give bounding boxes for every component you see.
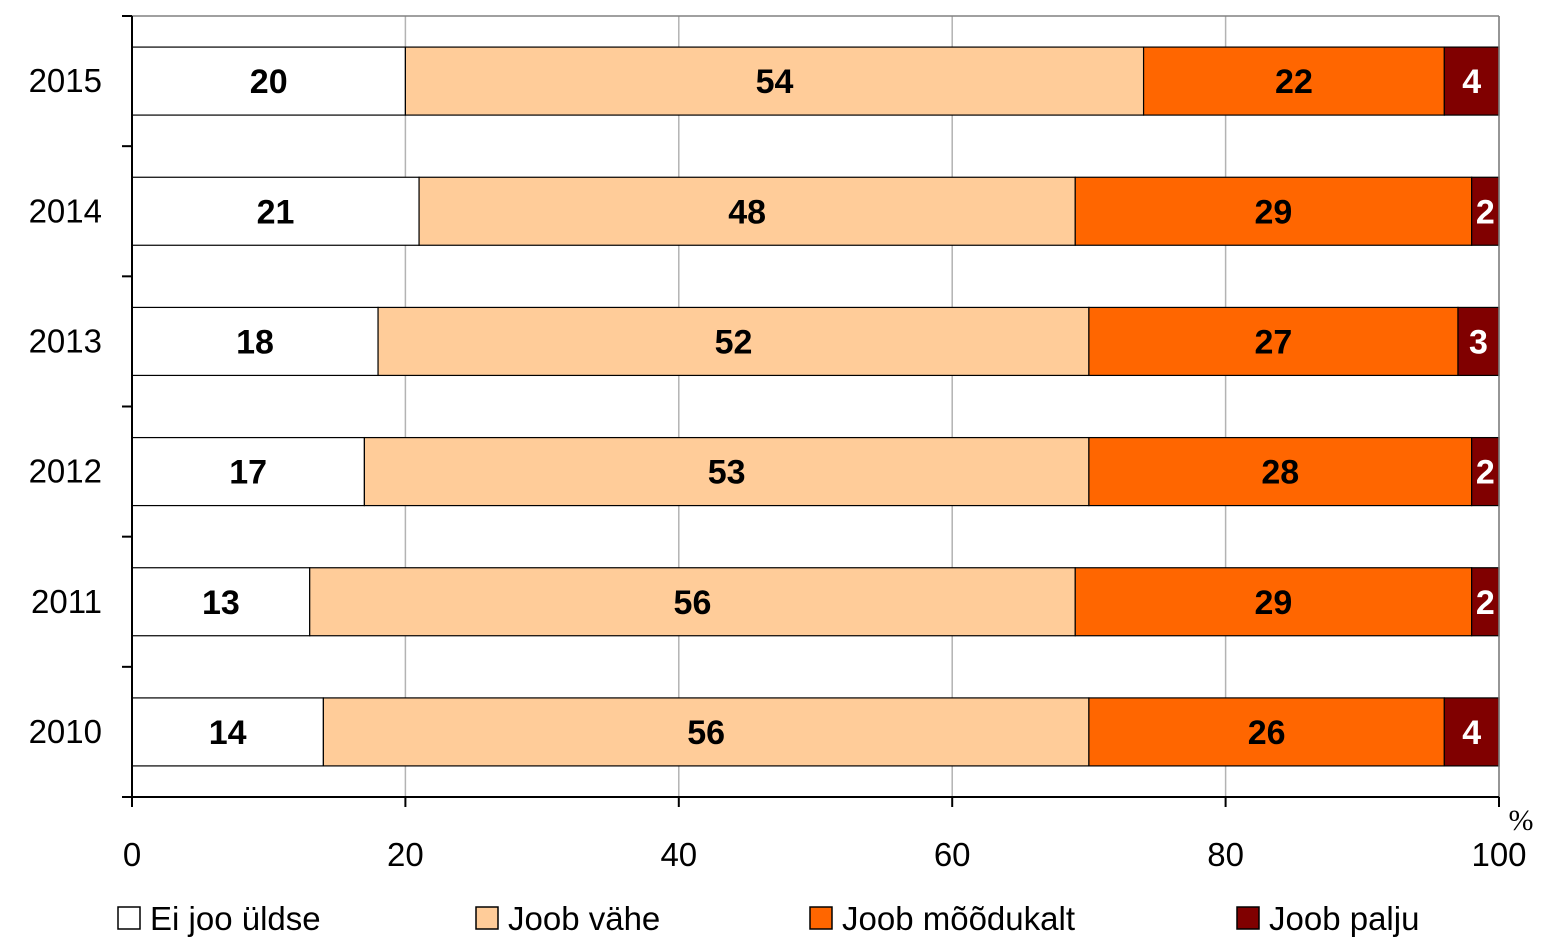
data-label: 54 [756, 63, 794, 101]
x-axis-unit: % [1509, 804, 1534, 837]
x-tick-label: 40 [660, 836, 697, 873]
legend-swatch [475, 906, 499, 930]
axes [122, 15, 1500, 807]
x-tick-label: 0 [123, 836, 141, 873]
legend-label: Joob vähe [508, 900, 660, 937]
data-label: 20 [250, 63, 288, 101]
legend-swatch [1236, 906, 1260, 930]
data-label: 13 [202, 584, 240, 622]
bar-segment [322, 697, 1090, 767]
legend: Ei joo üldse Joob vähe Joob mõõdukalt Joob … [117, 900, 1419, 937]
data-label: 29 [1255, 193, 1293, 231]
data-label: 52 [715, 323, 753, 361]
data-label: 26 [1248, 714, 1286, 752]
x-tick-label: 20 [387, 836, 424, 873]
data-label: 4 [1462, 63, 1481, 101]
x-tick-label: 80 [1207, 836, 1244, 873]
legend-label: Joob mõõdukalt [842, 900, 1075, 937]
bar-segment [1443, 697, 1500, 767]
bar-segment [1088, 697, 1445, 767]
data-label: 18 [236, 323, 274, 361]
bar-segment [1074, 176, 1473, 246]
data-label: 56 [687, 714, 725, 752]
data-label: 53 [708, 454, 746, 492]
data-label: 2 [1476, 193, 1495, 231]
bar-segment [131, 306, 379, 377]
bar-segment [1471, 567, 1500, 637]
bar-segment [1088, 306, 1459, 377]
bars: 20 54 22 4 21 48 29 2 18 52 27 3 17 53 28 2 13 56 29 2 14 56 2… [131, 46, 1500, 767]
bar-segment [404, 46, 1145, 116]
bar-segment [1471, 436, 1500, 507]
legend-swatch [117, 906, 141, 930]
data-label: 28 [1261, 454, 1299, 492]
y-category-label: 2011 [31, 583, 102, 620]
legend-label: Ei joo üldse [150, 900, 321, 937]
data-label: 27 [1255, 323, 1293, 361]
data-label: 17 [229, 454, 267, 492]
data-label: 56 [674, 584, 712, 622]
y-category-label: 2015 [29, 62, 102, 99]
y-category-label: 2012 [29, 453, 102, 490]
data-label: 21 [257, 193, 295, 231]
gridlines [404, 16, 1500, 797]
bar-segment [1088, 436, 1473, 507]
y-category-label: 2014 [29, 192, 102, 229]
bar-segment [363, 436, 1090, 507]
bar-segment [309, 567, 1076, 637]
data-label: 3 [1469, 323, 1488, 361]
x-tick-label: 100 [1471, 836, 1526, 873]
data-label: 22 [1275, 63, 1313, 101]
y-category-label: 2013 [29, 322, 102, 359]
data-label: 14 [209, 714, 247, 752]
data-label: 48 [728, 193, 766, 231]
data-label: 2 [1476, 584, 1495, 622]
bar-segment [131, 46, 406, 116]
bar-segment [377, 306, 1090, 377]
bar-segment [418, 176, 1076, 246]
x-tick-label: 60 [934, 836, 971, 873]
bar-segment [1074, 567, 1473, 637]
data-label: 29 [1255, 584, 1293, 622]
bar-segment [131, 567, 311, 637]
bar-segment [1142, 46, 1445, 116]
data-label: 4 [1462, 714, 1481, 752]
y-category-label: 2010 [29, 713, 102, 750]
legend-swatch [809, 906, 833, 930]
legend-label: Joob palju [1269, 900, 1419, 937]
bar-segment [131, 176, 420, 246]
data-label: 2 [1476, 454, 1495, 492]
